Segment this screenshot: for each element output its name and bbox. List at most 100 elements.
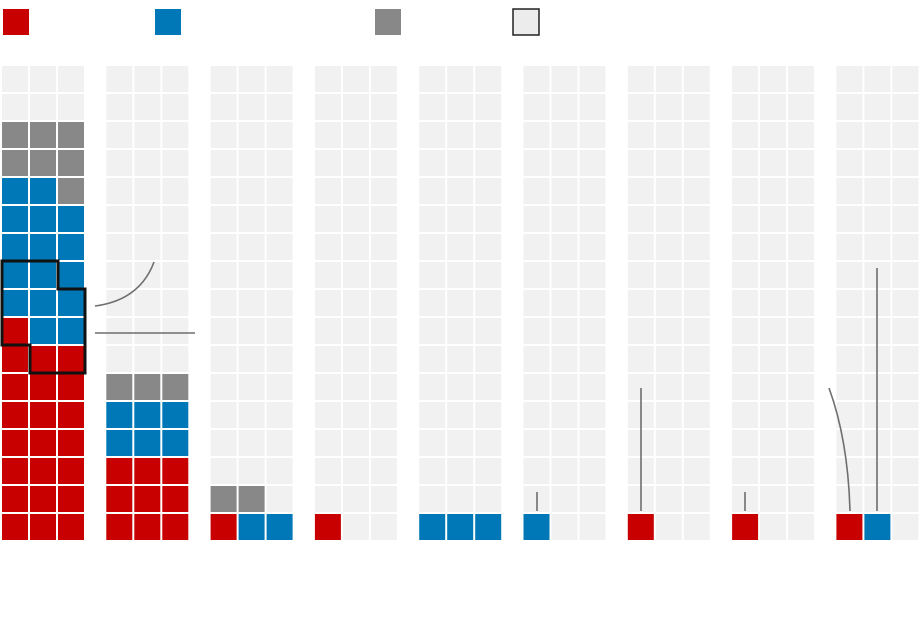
waffle-cell-empty [788,514,815,540]
waffle-cell-empty [627,262,654,288]
waffle-cell-empty [342,402,369,428]
waffle-cell-empty [106,346,133,372]
waffle-cell-empty [760,262,787,288]
waffle-cell-empty [30,66,56,92]
waffle-cell-empty [551,290,578,316]
waffle-cell-empty [579,94,606,120]
waffle-cell-empty [210,318,237,344]
waffle-cell-blue [2,262,28,288]
waffle-cell-empty [475,346,502,372]
waffle-cell-empty [683,318,710,344]
waffle-cell-empty [655,178,682,204]
waffle-cell-empty [342,94,369,120]
waffle-cell-empty [134,318,161,344]
waffle-cell-empty [760,374,787,400]
waffle-cell-empty [683,262,710,288]
waffle-cell-empty [760,458,787,484]
waffle-cell-empty [342,346,369,372]
waffle-cell-empty [523,458,550,484]
waffle-cell-empty [788,178,815,204]
waffle-cell-empty [266,402,293,428]
waffle-cell-empty [106,66,133,92]
waffle-cell-empty [162,206,189,232]
waffle-cell-empty [58,66,84,92]
waffle-cell-empty [579,374,606,400]
waffle-cell-empty [447,486,474,512]
waffle-cell-empty [106,122,133,148]
waffle-cell-empty [2,66,28,92]
waffle-cell-empty [579,290,606,316]
waffle-cell-empty [475,290,502,316]
waffle-cell-empty [760,290,787,316]
waffle-cell-red [732,514,759,540]
waffle-cell-empty [760,514,787,540]
waffle-cell-blue [30,234,56,260]
waffle-cell-empty [314,150,341,176]
waffle-cell-blue [2,206,28,232]
waffle-cell-empty [523,318,550,344]
waffle-cell-empty [864,66,891,92]
waffle-cell-empty [627,122,654,148]
waffle-cell-empty [162,318,189,344]
waffle-group-6 [523,66,606,540]
waffle-cell-empty [523,150,550,176]
waffle-cell-empty [342,318,369,344]
waffle-cell-empty [210,150,237,176]
waffle-cell-empty [551,514,578,540]
waffle-cell-empty [447,178,474,204]
waffle-cell-gray [30,122,56,148]
waffle-cell-empty [447,234,474,260]
waffle-cell-empty [627,234,654,260]
waffle-cell-empty [106,318,133,344]
waffle-cell-empty [864,150,891,176]
annotation-connectors [94,261,878,512]
waffle-cell-empty [419,486,446,512]
waffle-cell-empty [788,458,815,484]
waffle-cell-red [30,486,56,512]
waffle-cell-empty [892,486,919,512]
waffle-cell-gray [238,486,265,512]
waffle-cell-empty [836,94,863,120]
waffle-cell-empty [836,66,863,92]
waffle-cell-empty [655,234,682,260]
waffle-cell-red [2,318,28,344]
waffle-cell-empty [419,150,446,176]
waffle-cell-empty [892,122,919,148]
waffle-cell-empty [579,122,606,148]
waffle-cell-empty [447,262,474,288]
waffle-cell-empty [475,94,502,120]
waffle-cell-empty [523,122,550,148]
waffle-cell-empty [342,150,369,176]
waffle-cell-empty [210,458,237,484]
waffle-cell-empty [475,318,502,344]
connector-line [94,261,155,307]
waffle-cell-empty [210,262,237,288]
waffle-cell-empty [266,458,293,484]
waffle-cell-empty [238,262,265,288]
waffle-cell-empty [447,150,474,176]
waffle-cell-empty [836,346,863,372]
waffle-cell-empty [134,66,161,92]
waffle-cell-empty [836,234,863,260]
waffle-cell-empty [266,94,293,120]
waffle-cell-empty [419,262,446,288]
waffle-cell-empty [683,402,710,428]
waffle-cell-empty [864,122,891,148]
waffle-cell-empty [627,346,654,372]
waffle-cell-empty [314,458,341,484]
waffle-cell-blue [447,514,474,540]
waffle-cell-red [314,514,341,540]
waffle-cell-empty [266,374,293,400]
waffle-cell-empty [106,150,133,176]
waffle-cell-empty [683,206,710,232]
waffle-cell-empty [760,234,787,260]
waffle-cell-gray [162,374,189,400]
waffle-cell-red [58,402,84,428]
waffle-cell-empty [314,402,341,428]
waffle-cell-empty [370,374,397,400]
waffle-cell-red [134,486,161,512]
waffle-cell-empty [370,318,397,344]
waffle-cell-empty [683,66,710,92]
waffle-cell-empty [655,346,682,372]
waffle-cell-empty [162,234,189,260]
